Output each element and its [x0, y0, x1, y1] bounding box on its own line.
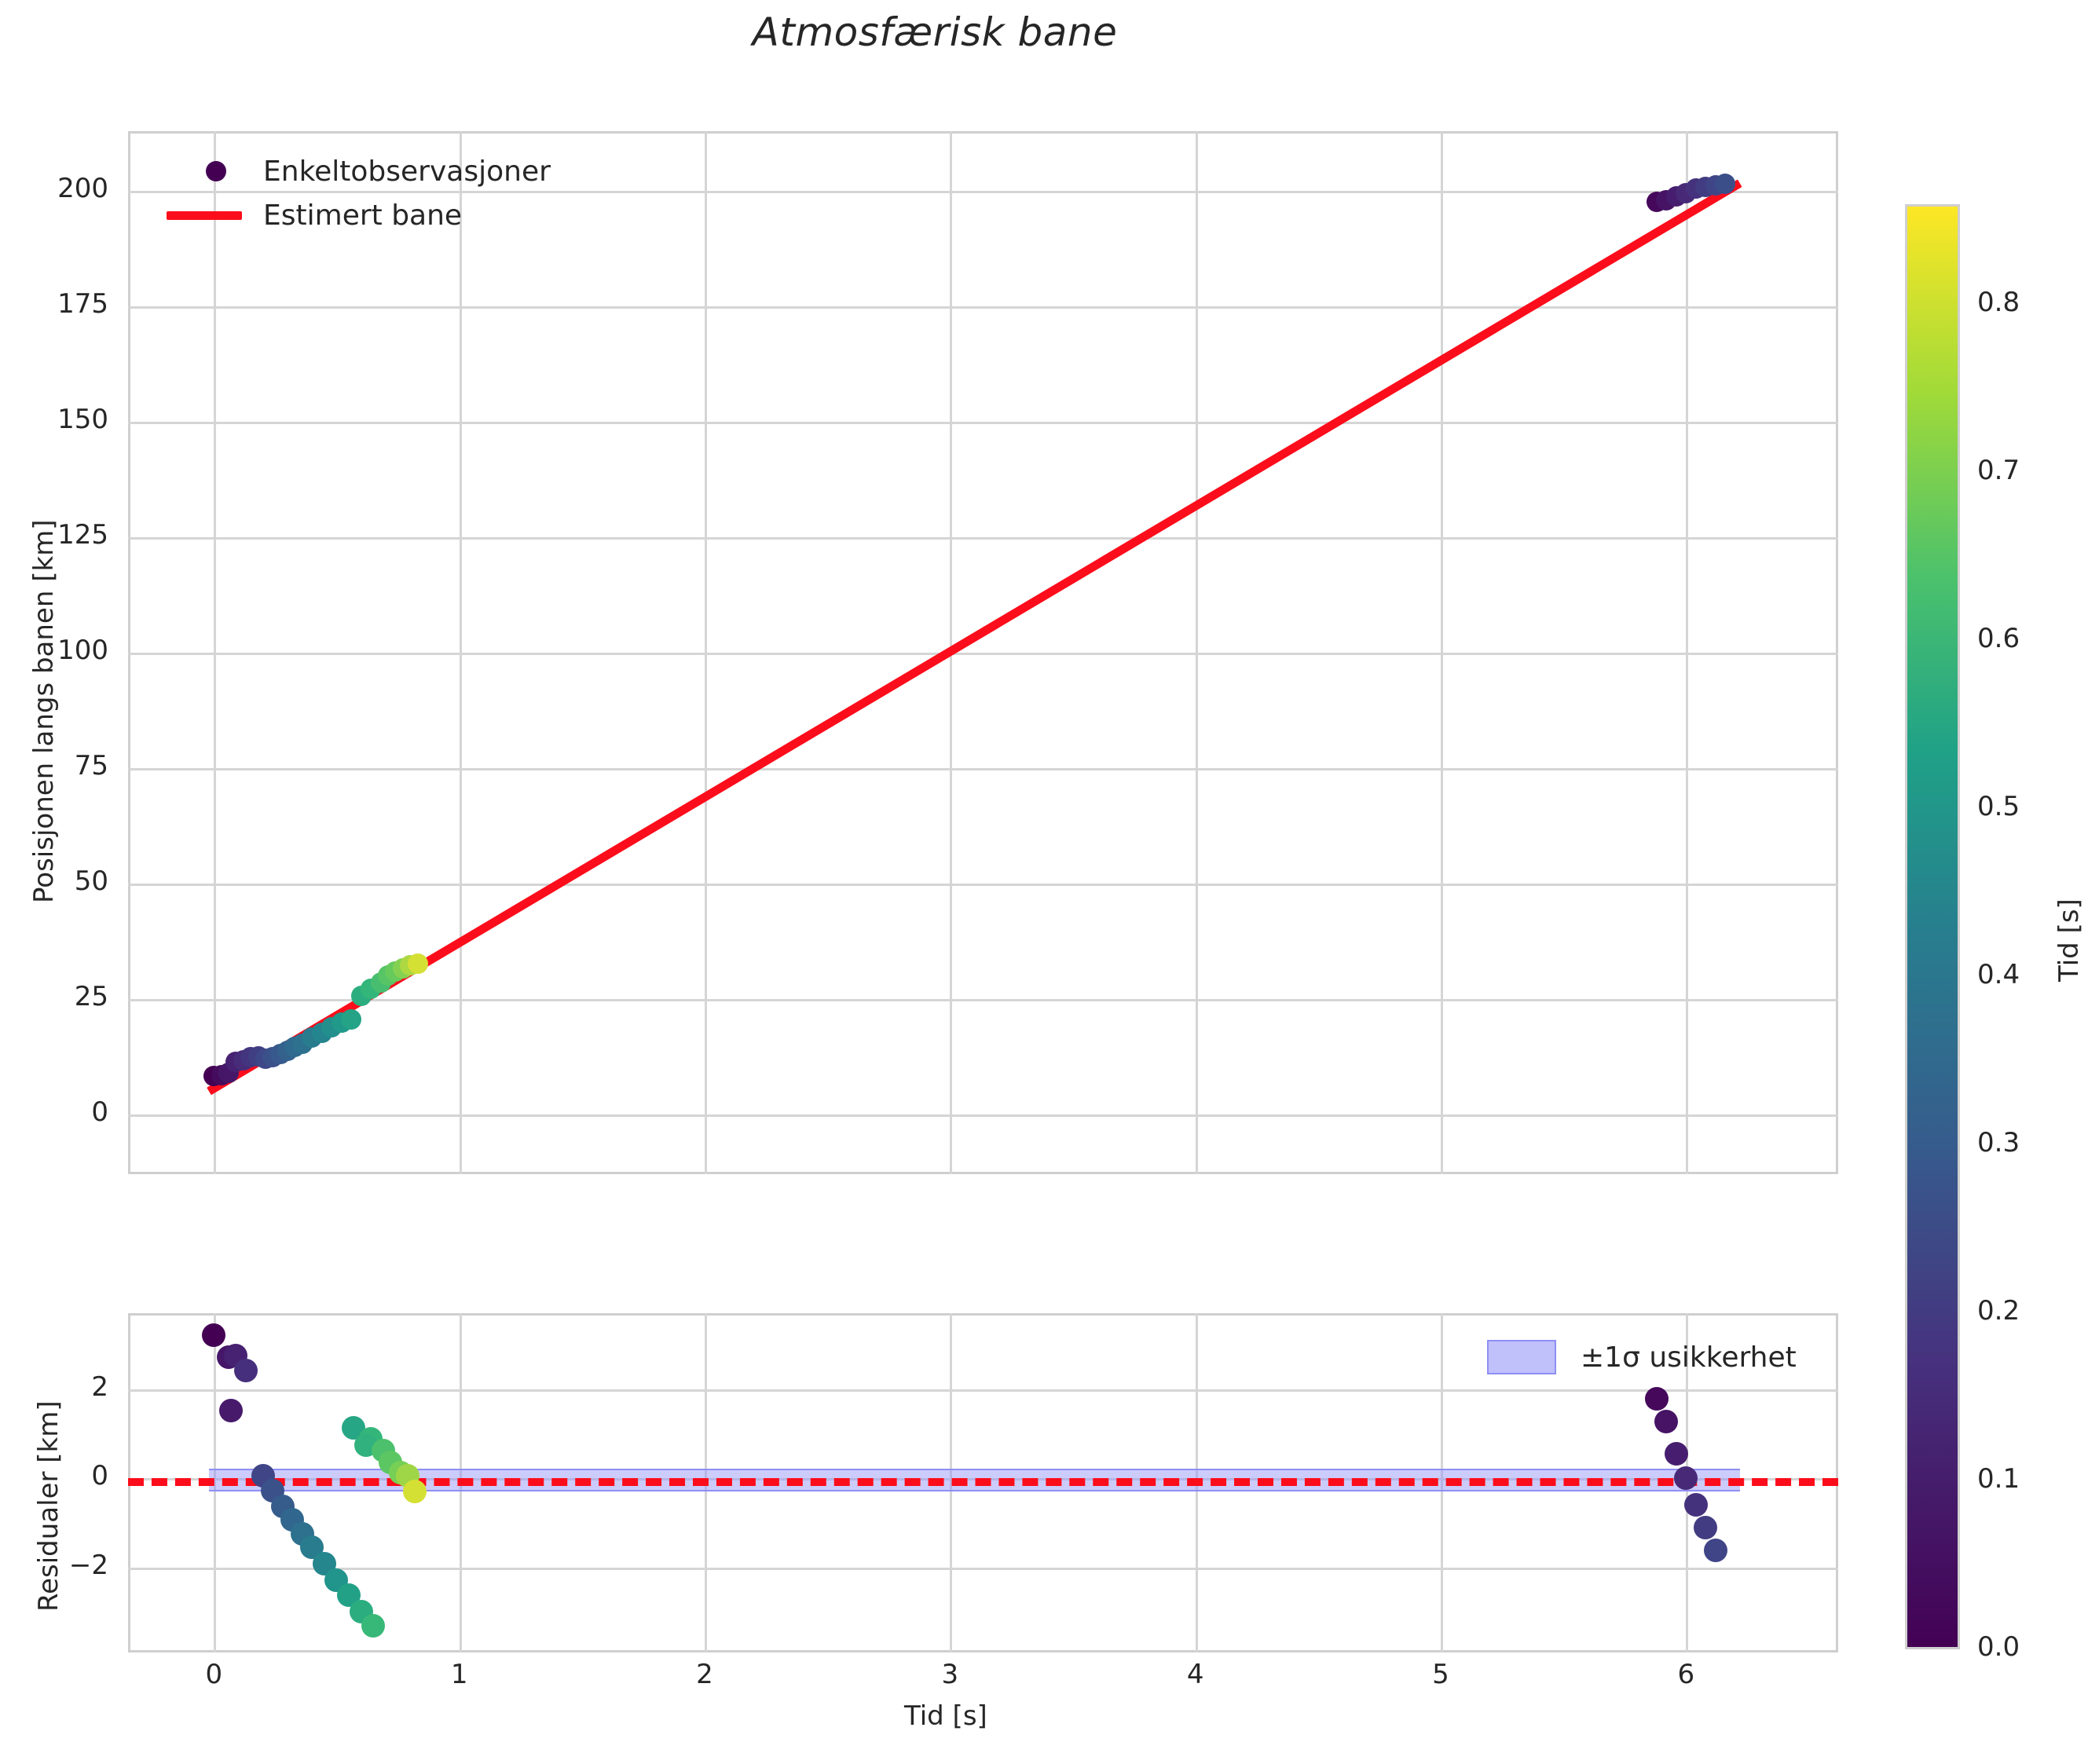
residual-point — [202, 1323, 226, 1348]
estimated-trajectory-line — [207, 179, 1742, 1095]
legend-key — [145, 210, 263, 220]
residual-point — [219, 1398, 244, 1422]
residual-point — [1654, 1409, 1679, 1433]
trajectory-y-tick: 75 — [74, 749, 108, 781]
colorbar-tick-label: 0.4 — [1977, 959, 2020, 991]
legend-item[interactable]: ±1σ usikkerhet — [1463, 1335, 1797, 1379]
residual-point — [361, 1613, 386, 1638]
trajectory-y-tick: 175 — [57, 288, 108, 320]
residual-point — [1694, 1515, 1718, 1539]
x-axis-tick: 1 — [450, 1659, 468, 1690]
colorbar-label: Tid [s] — [2053, 898, 2085, 982]
gridline-horizontal — [128, 191, 1838, 194]
legend-marker-icon — [206, 161, 226, 181]
residual-zero-line — [128, 1478, 1838, 1487]
trajectory-y-tick: 100 — [57, 635, 108, 666]
trajectory-y-axis-label: Posisjonen langs banen [km] — [28, 519, 60, 903]
gridline-horizontal — [128, 767, 1838, 770]
colorbar-tick-label: 0.6 — [1977, 623, 2020, 655]
colorbar-tick-label: 0.2 — [1977, 1295, 2020, 1327]
gridline-horizontal — [128, 1389, 1838, 1392]
gridline-horizontal — [128, 1114, 1838, 1117]
colorbar-tick-label: 0.7 — [1977, 455, 2020, 487]
gridline-horizontal — [128, 1568, 1838, 1570]
x-axis-tick: 5 — [1432, 1659, 1449, 1690]
residual-y-tick: 0 — [91, 1460, 108, 1492]
legend-band-icon — [1487, 1340, 1556, 1374]
residual-point — [1674, 1466, 1698, 1491]
trajectory-y-tick: 0 — [91, 1096, 108, 1128]
residual-point — [1683, 1493, 1708, 1517]
residual-point — [1703, 1539, 1727, 1563]
legend-item[interactable]: Estimert bane — [145, 193, 551, 237]
trajectory-y-tick: 150 — [57, 404, 108, 436]
legend-label: ±1σ usikkerhet — [1581, 1341, 1797, 1374]
trajectory-y-tick: 125 — [57, 519, 108, 551]
colorbar-tick-label: 0.3 — [1977, 1127, 2020, 1159]
trajectory-y-tick: 25 — [74, 980, 108, 1012]
trajectory-y-tick: 50 — [74, 865, 108, 897]
legend-line-icon — [167, 210, 242, 220]
observation-point — [1715, 173, 1736, 194]
gridline-horizontal — [128, 998, 1838, 1001]
legend-key — [145, 161, 263, 181]
observation-point — [407, 953, 428, 975]
legend-key — [1463, 1340, 1581, 1374]
gridline-horizontal — [128, 422, 1838, 425]
trajectory-legend: Enkeltobservasjoner Estimert bane — [145, 149, 551, 237]
x-axis-label: Tid [s] — [904, 1700, 987, 1732]
residual-point — [233, 1358, 258, 1382]
gridline-horizontal — [128, 653, 1838, 655]
colorbar-tick-label: 0.8 — [1977, 287, 2020, 319]
gridline-horizontal — [128, 306, 1838, 309]
residual-y-tick: 2 — [91, 1371, 108, 1403]
gridline-horizontal — [128, 883, 1838, 886]
legend-item[interactable]: Enkeltobservasjoner — [145, 149, 551, 193]
page-title: Atmosfærisk bane — [752, 9, 1118, 55]
legend-label: Enkeltobservasjoner — [263, 155, 551, 188]
colorbar[interactable] — [1905, 204, 1960, 1649]
observation-point — [341, 1008, 362, 1030]
residual-point — [1664, 1442, 1688, 1466]
residual-y-tick: −2 — [68, 1550, 108, 1581]
colorbar-tick-label: 0.0 — [1977, 1631, 2020, 1663]
legend-label: Estimert bane — [263, 199, 463, 232]
residual-data-layer — [128, 1313, 1838, 1652]
colorbar-gradient — [1905, 204, 1960, 1649]
residual-point — [1644, 1387, 1669, 1411]
residual-legend: ±1σ usikkerhet — [1463, 1335, 1797, 1379]
residual-point — [403, 1480, 427, 1504]
x-axis-tick: 3 — [941, 1659, 959, 1690]
gridline-horizontal — [128, 537, 1838, 540]
colorbar-tick-label: 0.1 — [1977, 1463, 2020, 1495]
x-axis-tick: 2 — [696, 1659, 713, 1690]
trajectory-y-tick: 200 — [57, 173, 108, 205]
x-axis-tick: 0 — [205, 1659, 223, 1690]
colorbar-tick-label: 0.5 — [1977, 791, 2020, 823]
x-axis-tick: 6 — [1677, 1659, 1695, 1690]
x-axis-tick: 4 — [1186, 1659, 1204, 1690]
